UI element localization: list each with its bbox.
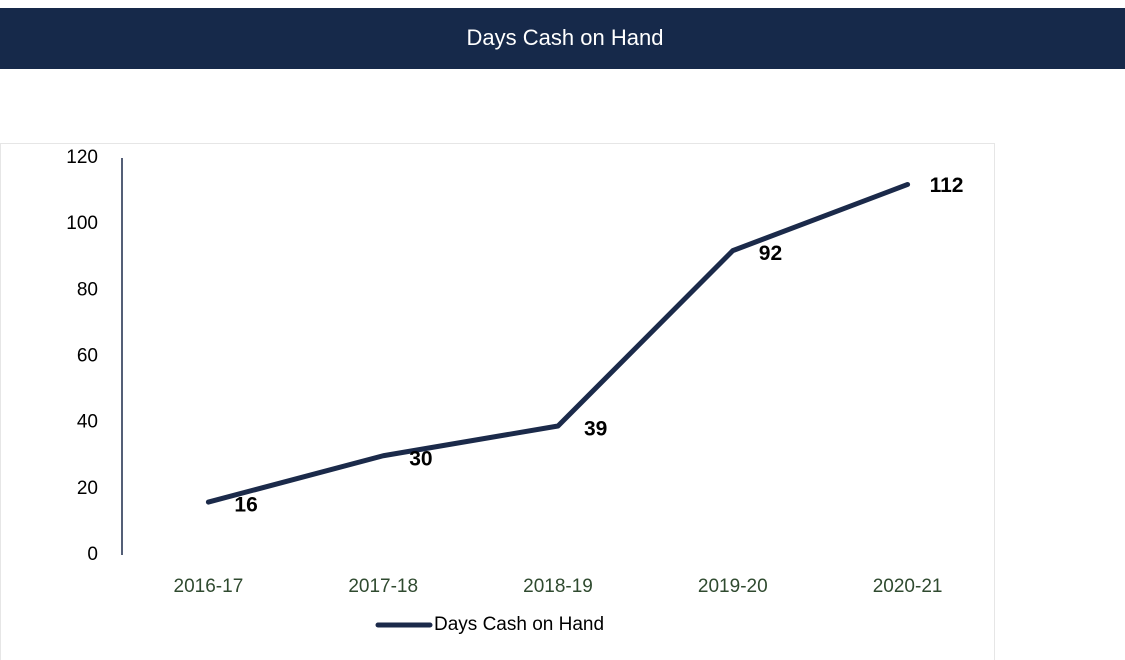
x-tick-label: 2016-17 <box>174 576 244 597</box>
data-label: 30 <box>409 447 432 470</box>
x-tick-label: 2017-18 <box>348 576 418 597</box>
y-tick-label: 0 <box>87 544 98 565</box>
data-label: 112 <box>930 174 964 197</box>
y-tick-label: 120 <box>66 147 98 168</box>
x-tick-label: 2018-19 <box>523 576 593 597</box>
plot-frame <box>0 143 995 660</box>
legend-label: Days Cash on Hand <box>434 614 604 635</box>
title-banner <box>0 8 1125 69</box>
y-tick-label: 80 <box>77 279 98 300</box>
data-line <box>205 181 911 505</box>
data-label: 92 <box>759 242 782 265</box>
y-tick-label: 40 <box>77 412 98 433</box>
y-tick-label: 20 <box>77 478 98 499</box>
data-label: 16 <box>234 494 257 517</box>
y-tick-label: 60 <box>77 346 98 367</box>
x-tick-label: 2020-21 <box>873 576 943 597</box>
data-label: 39 <box>584 418 607 441</box>
chart-title: Days Cash on Hand <box>467 25 664 50</box>
x-tick-label: 2019-20 <box>698 576 768 597</box>
y-tick-label: 100 <box>66 213 98 234</box>
